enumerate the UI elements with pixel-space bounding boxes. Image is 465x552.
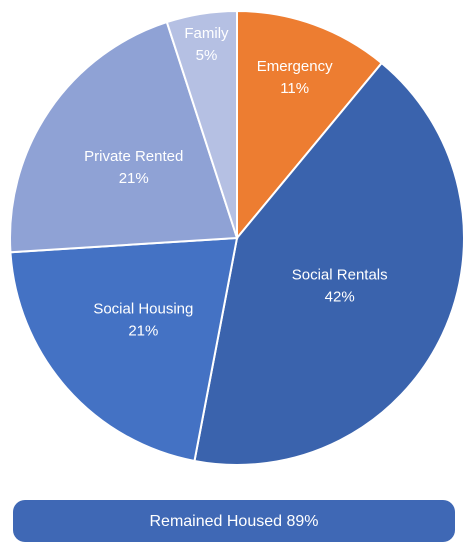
slice-label: Private Rented bbox=[84, 148, 183, 165]
summary-text: Remained Housed 89% bbox=[150, 513, 319, 530]
pie-slice bbox=[236, 9, 384, 241]
pie-slice bbox=[193, 61, 465, 466]
slice-label: Social Rentals bbox=[292, 266, 388, 283]
slice-label: Family bbox=[184, 25, 229, 42]
slice-value-label: 11% bbox=[280, 80, 309, 97]
slice-label: Emergency bbox=[257, 58, 333, 75]
slice-value-label: 5% bbox=[196, 47, 218, 64]
pie-slice bbox=[9, 20, 239, 254]
slice-label: Social Housing bbox=[93, 301, 193, 318]
slice-value-label: 21% bbox=[119, 170, 149, 187]
pie-slice bbox=[165, 9, 238, 239]
summary-banner bbox=[13, 500, 455, 542]
slice-value-label: 42% bbox=[325, 288, 355, 305]
slice-value-label: 21% bbox=[128, 323, 158, 340]
pie-slice bbox=[9, 236, 239, 463]
